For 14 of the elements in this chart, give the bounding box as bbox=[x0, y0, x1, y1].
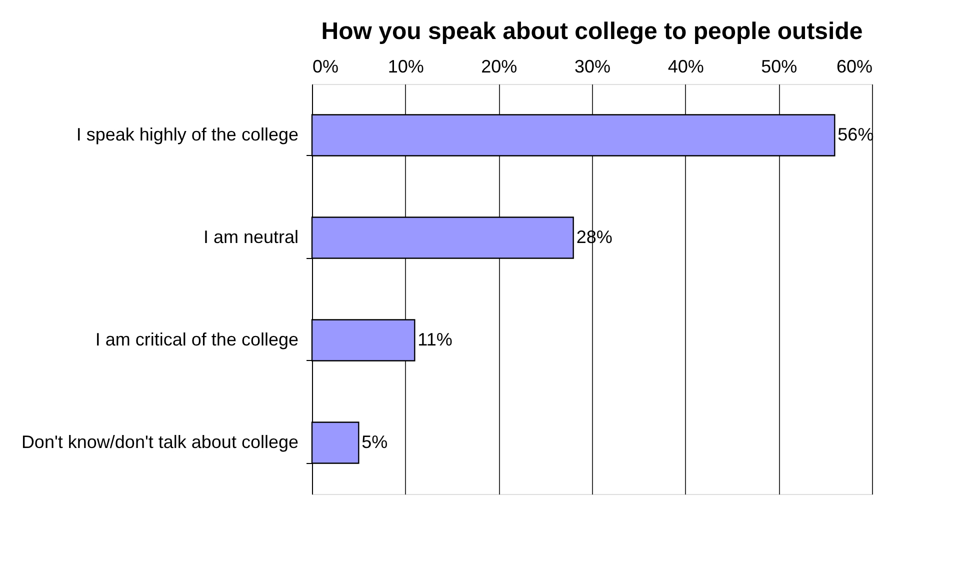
y-tick-label: I am critical of the college bbox=[95, 329, 298, 350]
x-tick-label: 10% bbox=[388, 56, 424, 76]
x-tick-label: 40% bbox=[668, 56, 704, 76]
x-tick-label: 30% bbox=[574, 56, 611, 76]
x-tick-label: 0% bbox=[312, 56, 339, 76]
data-label: 5% bbox=[362, 432, 388, 452]
y-tick-label: I am neutral bbox=[203, 226, 298, 247]
x-tick-label: 60% bbox=[836, 56, 872, 76]
data-label: 11% bbox=[418, 329, 452, 350]
chart-title: How you speak about college to people outside bbox=[321, 18, 863, 45]
y-tick-label: Don't know/don't talk about college bbox=[21, 432, 298, 452]
y-tick-label: I speak highly of the college bbox=[76, 124, 298, 144]
x-tick-label: 20% bbox=[481, 56, 518, 76]
x-tick-label: 50% bbox=[761, 56, 798, 76]
